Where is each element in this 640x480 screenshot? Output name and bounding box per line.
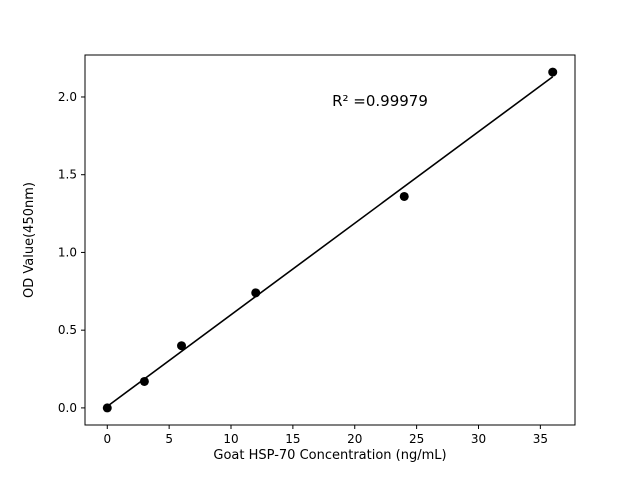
x-tick-label: 35	[533, 432, 548, 446]
trendline	[106, 76, 554, 408]
x-tick-label: 15	[285, 432, 300, 446]
y-tick-label: 0.0	[58, 401, 77, 415]
y-axis-label: OD Value(450nm)	[22, 182, 37, 298]
axes-frame	[84, 54, 576, 426]
x-axis-label: Goat HSP-70 Concentration (ng/mL)	[213, 448, 446, 463]
y-tick-label: 2.0	[58, 90, 77, 104]
r-squared-annotation: R² =0.99979	[332, 92, 428, 110]
data-point-marker	[139, 376, 149, 386]
y-tick-label: 1.5	[58, 168, 77, 182]
x-tick-label: 25	[409, 432, 424, 446]
x-tick-label: 0	[103, 432, 111, 446]
y-tick-label: 1.0	[58, 245, 77, 259]
x-tick-label: 30	[471, 432, 486, 446]
chart-layer: 0 5 10 15 20 25 30 35 0.0 0.5 1.0 1.5 2.0	[58, 54, 576, 446]
data-point-marker	[548, 67, 558, 77]
x-tick-label: 20	[347, 432, 362, 446]
data-point-marker	[251, 288, 261, 298]
data-point-marker	[102, 403, 112, 413]
y-tick-label: 0.5	[58, 323, 77, 337]
x-tick-label: 10	[223, 432, 238, 446]
data-point-marker	[177, 341, 187, 351]
data-point-marker	[399, 191, 409, 201]
x-tick-label: 5	[165, 432, 173, 446]
